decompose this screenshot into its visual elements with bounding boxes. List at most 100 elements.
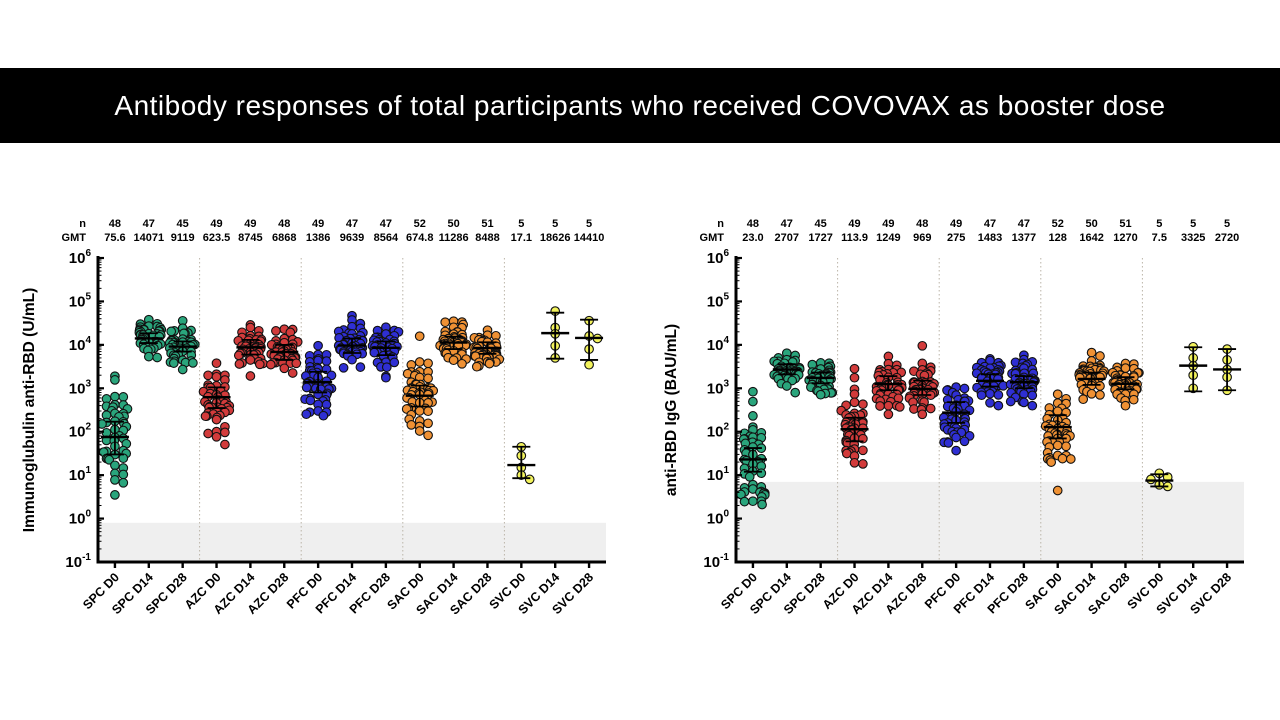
data-point bbox=[168, 358, 179, 368]
data-point bbox=[110, 475, 120, 485]
gmt-value: 75.6 bbox=[104, 232, 125, 244]
data-point bbox=[951, 445, 961, 456]
data-point bbox=[448, 355, 459, 366]
data-point bbox=[1095, 390, 1105, 400]
gmt-value: 11286 bbox=[439, 232, 469, 244]
data-point bbox=[321, 356, 332, 366]
y-axis-ticks: 106 105 104 103 102 101 100 10-1 bbox=[703, 248, 742, 571]
n-value: 47 bbox=[143, 218, 155, 230]
data-point bbox=[1019, 397, 1029, 408]
data-point bbox=[1061, 441, 1071, 452]
data-point bbox=[271, 326, 281, 336]
data-point bbox=[790, 387, 801, 398]
gmt-value: 9639 bbox=[340, 232, 364, 244]
data-point bbox=[423, 406, 433, 417]
data-point bbox=[883, 400, 894, 411]
data-point bbox=[406, 420, 417, 430]
data-point bbox=[1027, 390, 1038, 401]
data-point bbox=[110, 391, 120, 402]
data-point bbox=[301, 382, 312, 393]
data-point bbox=[414, 331, 425, 342]
error-bar-SVC-D0 bbox=[1145, 473, 1174, 488]
data-point bbox=[1057, 453, 1068, 464]
error-bar-SPC-D14 bbox=[772, 363, 801, 376]
data-point bbox=[858, 399, 868, 410]
data-point bbox=[471, 361, 482, 372]
data-point bbox=[858, 459, 868, 469]
data-point bbox=[1027, 400, 1038, 411]
data-point bbox=[925, 403, 936, 414]
data-point bbox=[381, 362, 392, 373]
n-value: 48 bbox=[747, 218, 759, 230]
data-point bbox=[917, 340, 928, 351]
data-point bbox=[959, 436, 970, 447]
n-value: 48 bbox=[278, 218, 290, 230]
error-bar-SPC-D28 bbox=[806, 371, 835, 385]
data-point bbox=[211, 414, 222, 425]
data-point bbox=[166, 326, 177, 337]
gmt-value: 1377 bbox=[1012, 232, 1036, 244]
error-bar-AZC-D14 bbox=[236, 339, 265, 356]
title-band: Antibody responses of total participants… bbox=[0, 68, 1280, 143]
slide-title: Antibody responses of total participants… bbox=[114, 89, 1166, 121]
data-point bbox=[1065, 454, 1076, 464]
data-point bbox=[1019, 389, 1029, 399]
gmt-value: 128 bbox=[1049, 232, 1067, 244]
data-points bbox=[736, 340, 1232, 510]
n-row-label: n bbox=[79, 218, 86, 230]
data-point bbox=[1086, 388, 1097, 399]
data-point bbox=[757, 499, 767, 510]
data-point bbox=[524, 474, 535, 485]
data-point bbox=[152, 352, 163, 363]
gmt-value: 1483 bbox=[978, 232, 1002, 244]
gmt-value: 1270 bbox=[1113, 232, 1137, 244]
data-point bbox=[287, 368, 298, 378]
n-value: 49 bbox=[848, 218, 860, 230]
y-tick-label: 105 bbox=[69, 291, 92, 310]
column-points-PFC-D28 bbox=[1005, 350, 1040, 411]
gmt-row-label: GMT bbox=[62, 232, 87, 244]
data-point bbox=[110, 460, 120, 471]
data-point bbox=[414, 357, 425, 367]
n-value: 45 bbox=[815, 218, 827, 230]
y-tick-label: 103 bbox=[707, 378, 730, 397]
data-point bbox=[985, 388, 995, 399]
error-bar-SVC-D28 bbox=[575, 318, 604, 361]
data-point bbox=[748, 411, 758, 421]
gmt-value: 14071 bbox=[134, 232, 165, 244]
gmt-value: 623.5 bbox=[203, 232, 231, 244]
gmt-value: 23.0 bbox=[742, 232, 763, 244]
data-point bbox=[211, 431, 222, 442]
y-tick-label: 102 bbox=[707, 422, 730, 441]
n-value: 5 bbox=[1190, 218, 1196, 230]
n-value: 49 bbox=[210, 218, 222, 230]
y-tick-label: 104 bbox=[707, 335, 730, 354]
error-bar-SPC-D14 bbox=[134, 332, 163, 344]
data-point bbox=[200, 411, 211, 422]
gmt-value: 1386 bbox=[306, 232, 330, 244]
gmt-value: 9119 bbox=[171, 232, 195, 244]
data-point bbox=[301, 409, 312, 420]
data-point bbox=[338, 362, 349, 373]
data-point bbox=[1046, 457, 1057, 467]
data-point bbox=[414, 406, 425, 416]
n-value: 5 bbox=[1224, 218, 1230, 230]
error-bar-AZC-D14 bbox=[874, 375, 903, 392]
n-value: 49 bbox=[244, 218, 256, 230]
gmt-value: 6868 bbox=[272, 232, 296, 244]
error-bar-AZC-D0 bbox=[840, 416, 869, 443]
gmt-value: 7.5 bbox=[1152, 232, 1167, 244]
group-separators bbox=[199, 258, 505, 562]
y-tick-label: 10-1 bbox=[703, 552, 729, 571]
gmt-value: 8564 bbox=[374, 232, 399, 244]
n-value: 50 bbox=[447, 218, 459, 230]
data-point bbox=[279, 363, 290, 374]
data-point bbox=[220, 427, 230, 438]
error-bar-SAC-D14 bbox=[1077, 371, 1106, 386]
n-row-label: n bbox=[717, 218, 724, 230]
error-bar-SVC-D0 bbox=[507, 445, 536, 480]
n-value: 5 bbox=[1156, 218, 1162, 230]
error-bar-SAC-D0 bbox=[405, 384, 434, 408]
y-tick-label: 100 bbox=[707, 509, 730, 528]
error-bar-SPC-D28 bbox=[168, 340, 197, 353]
